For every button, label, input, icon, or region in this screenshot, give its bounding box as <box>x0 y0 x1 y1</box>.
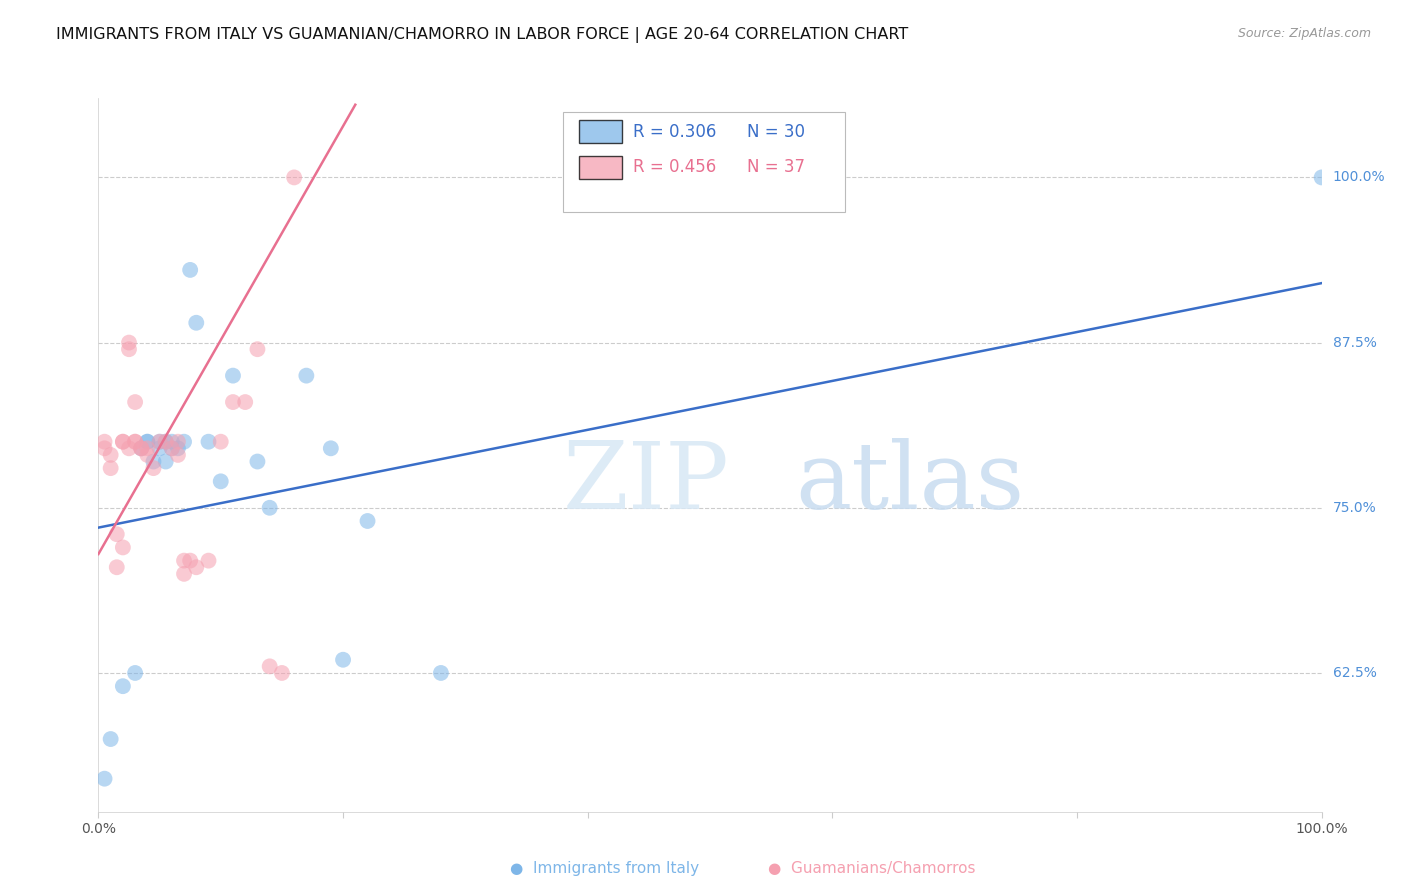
Point <box>259 500 281 515</box>
Point <box>136 434 159 449</box>
Point <box>142 461 165 475</box>
Point <box>124 434 146 449</box>
Point <box>155 434 177 449</box>
Point <box>167 434 190 449</box>
Point <box>160 434 183 449</box>
FancyBboxPatch shape <box>564 112 845 212</box>
Point <box>160 442 183 456</box>
Text: 62.5%: 62.5% <box>1333 666 1376 680</box>
Point <box>173 434 195 449</box>
Point <box>100 448 122 462</box>
Point <box>118 342 141 356</box>
Point <box>186 316 208 330</box>
Point <box>142 454 165 468</box>
Point <box>332 653 354 667</box>
Point <box>111 679 134 693</box>
Point <box>356 514 378 528</box>
Point <box>124 434 146 449</box>
Text: R = 0.456: R = 0.456 <box>633 159 716 177</box>
Point <box>160 442 183 456</box>
Point <box>270 665 294 680</box>
Point <box>186 560 208 574</box>
Point <box>136 434 159 449</box>
Point <box>295 368 318 383</box>
Point <box>246 342 269 356</box>
Text: ●  Guamanians/Chamorros: ● Guamanians/Chamorros <box>768 861 976 876</box>
Point <box>136 448 159 462</box>
Point <box>149 434 172 449</box>
Point <box>100 461 122 475</box>
Point <box>105 560 128 574</box>
Text: ●  Immigrants from Italy: ● Immigrants from Italy <box>510 861 699 876</box>
Point <box>283 170 305 185</box>
Point <box>319 442 342 456</box>
Point <box>197 434 219 449</box>
Point <box>155 454 177 468</box>
Text: ZIP: ZIP <box>564 439 730 528</box>
Point <box>100 732 122 747</box>
Point <box>233 395 256 409</box>
Text: IMMIGRANTS FROM ITALY VS GUAMANIAN/CHAMORRO IN LABOR FORCE | AGE 20-64 CORRELATI: IMMIGRANTS FROM ITALY VS GUAMANIAN/CHAMO… <box>56 27 908 43</box>
FancyBboxPatch shape <box>579 120 621 143</box>
Point <box>167 442 190 456</box>
Point <box>173 566 195 581</box>
Text: Source: ZipAtlas.com: Source: ZipAtlas.com <box>1237 27 1371 40</box>
Point <box>430 665 453 680</box>
Point <box>118 442 141 456</box>
Point <box>105 527 128 541</box>
Point <box>93 772 115 786</box>
FancyBboxPatch shape <box>579 156 621 178</box>
Point <box>129 442 152 456</box>
Point <box>129 442 152 456</box>
Point <box>124 395 146 409</box>
Point <box>149 442 172 456</box>
Text: atlas: atlas <box>796 439 1025 528</box>
Point <box>179 554 201 568</box>
Point <box>173 554 195 568</box>
Text: 75.0%: 75.0% <box>1333 500 1376 515</box>
Point <box>111 541 134 555</box>
Point <box>155 434 177 449</box>
Point <box>124 665 146 680</box>
Point <box>136 442 159 456</box>
Text: N = 30: N = 30 <box>747 123 804 141</box>
Point <box>209 434 232 449</box>
Text: N = 37: N = 37 <box>747 159 804 177</box>
Text: R = 0.306: R = 0.306 <box>633 123 716 141</box>
Point <box>111 434 134 449</box>
Point <box>149 434 172 449</box>
Point <box>259 659 281 673</box>
Point <box>1310 170 1333 185</box>
Point <box>246 454 269 468</box>
Point <box>222 368 245 383</box>
Point <box>129 442 152 456</box>
Point <box>197 554 219 568</box>
Point <box>111 434 134 449</box>
Text: 87.5%: 87.5% <box>1333 335 1376 350</box>
Point <box>222 395 245 409</box>
Point <box>209 475 232 489</box>
Text: 100.0%: 100.0% <box>1333 170 1385 185</box>
Point <box>93 442 115 456</box>
Point <box>118 335 141 350</box>
Point <box>179 263 201 277</box>
Point <box>93 434 115 449</box>
Point <box>167 448 190 462</box>
